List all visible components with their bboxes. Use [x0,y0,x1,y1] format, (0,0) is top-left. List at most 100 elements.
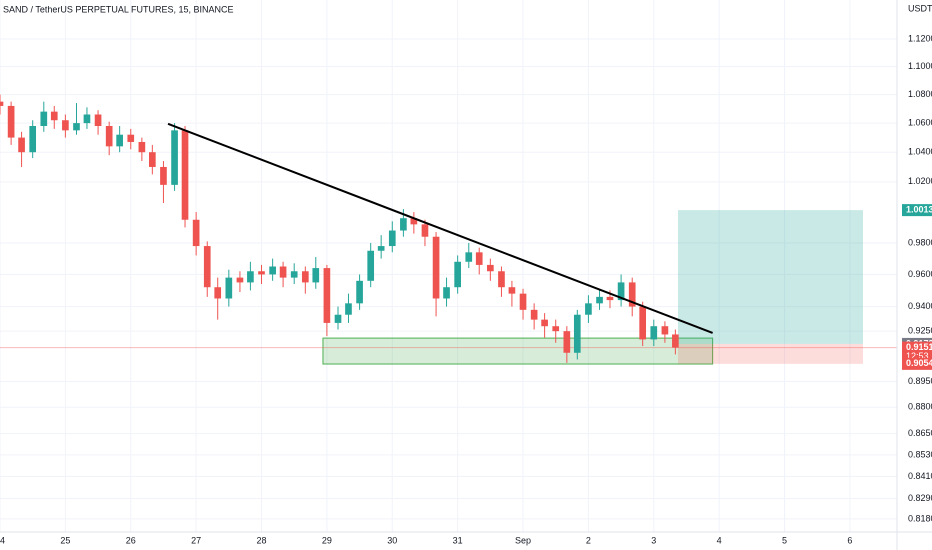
candle-body [160,166,167,185]
candle-body [203,246,211,288]
y-tick-label: 1.0400 [908,147,932,157]
y-tick-label: 1.1200 [908,33,932,43]
candle-body [127,134,135,142]
candle-body [62,120,69,131]
candle-body [552,326,560,332]
candle-body [171,130,178,185]
x-tick-label: 4 [717,535,722,545]
candle-body [301,271,309,283]
candle-body [73,123,80,131]
candle-body [181,130,189,220]
candle-body [541,319,548,327]
candle-body [650,326,658,340]
x-tick-label: 29 [322,535,332,545]
candle-body [530,309,538,320]
countdown: 12:53 [906,351,929,361]
x-tick-label: 5 [782,535,787,545]
stop-area [677,343,864,364]
candle-body [585,303,592,315]
price-label: 1.0013 [906,204,932,214]
candle-body [367,250,375,281]
candle-body [29,126,37,153]
candle-body [138,141,146,153]
candle-body [628,282,636,307]
candle-body [0,101,4,106]
target-area [677,210,864,344]
candle-body [487,264,494,272]
candle-body [388,230,396,247]
candle-body [83,114,91,124]
x-tick-label: 6 [847,535,852,545]
price-label: 0.9151 [906,342,932,352]
candle-body [661,326,669,335]
candle-body [454,261,461,288]
price-label: 0.9054 [906,358,932,368]
candle-body [475,252,483,265]
candle-body [573,314,581,353]
candle-body [214,287,222,299]
candle-body [116,134,123,147]
x-tick-label: 25 [60,535,70,545]
x-tick-label: 3 [651,535,656,545]
candle-body [290,271,298,278]
x-tick-label: 26 [126,535,136,545]
price-label-box [902,341,932,362]
candle-body [508,287,516,294]
candle-body [323,268,331,323]
candle-body [519,293,527,310]
axis-unit: USDT [908,3,932,13]
y-tick-label: 0.8180 [908,513,932,523]
x-tick-label: Sep [515,535,531,545]
x-tick-label: 27 [191,535,201,545]
candle-body [377,246,385,251]
candle-body [432,236,440,299]
candle-body [443,287,450,299]
candle-body [400,218,407,231]
candle-body [258,271,265,275]
candle-body [421,224,429,237]
trendline [167,122,713,334]
x-tick-label: 2 [586,535,591,545]
support-zone [322,337,714,365]
candle-body [639,306,647,340]
candle-body [345,303,352,315]
chart-title: SAND / TetherUS PERPETUAL FUTURES, 15, B… [3,4,234,14]
candle-body [192,219,200,247]
candle-body [596,296,603,304]
candle-body [50,111,58,121]
x-tick-label: 30 [387,535,397,545]
candle-body [606,296,614,301]
candle-body [18,137,25,153]
candle-body [247,271,254,283]
candle-body [356,280,363,304]
candle-body [312,268,320,283]
candle-body [334,314,342,323]
candle-body [94,114,102,127]
price-label-box [902,357,932,370]
candle-body [279,266,287,278]
candle-body [617,282,625,301]
candle-body [236,277,244,283]
candle-body [225,277,233,299]
x-tick-label: 24 [0,535,5,545]
candle-body [563,331,571,353]
y-tick-label: 1.0600 [908,117,932,127]
y-tick-label: 1.0800 [908,89,932,99]
candle-body [498,271,505,288]
candle-body [269,266,276,275]
candle-body [105,126,113,147]
candle-body [7,105,15,138]
candle-body [40,111,48,127]
